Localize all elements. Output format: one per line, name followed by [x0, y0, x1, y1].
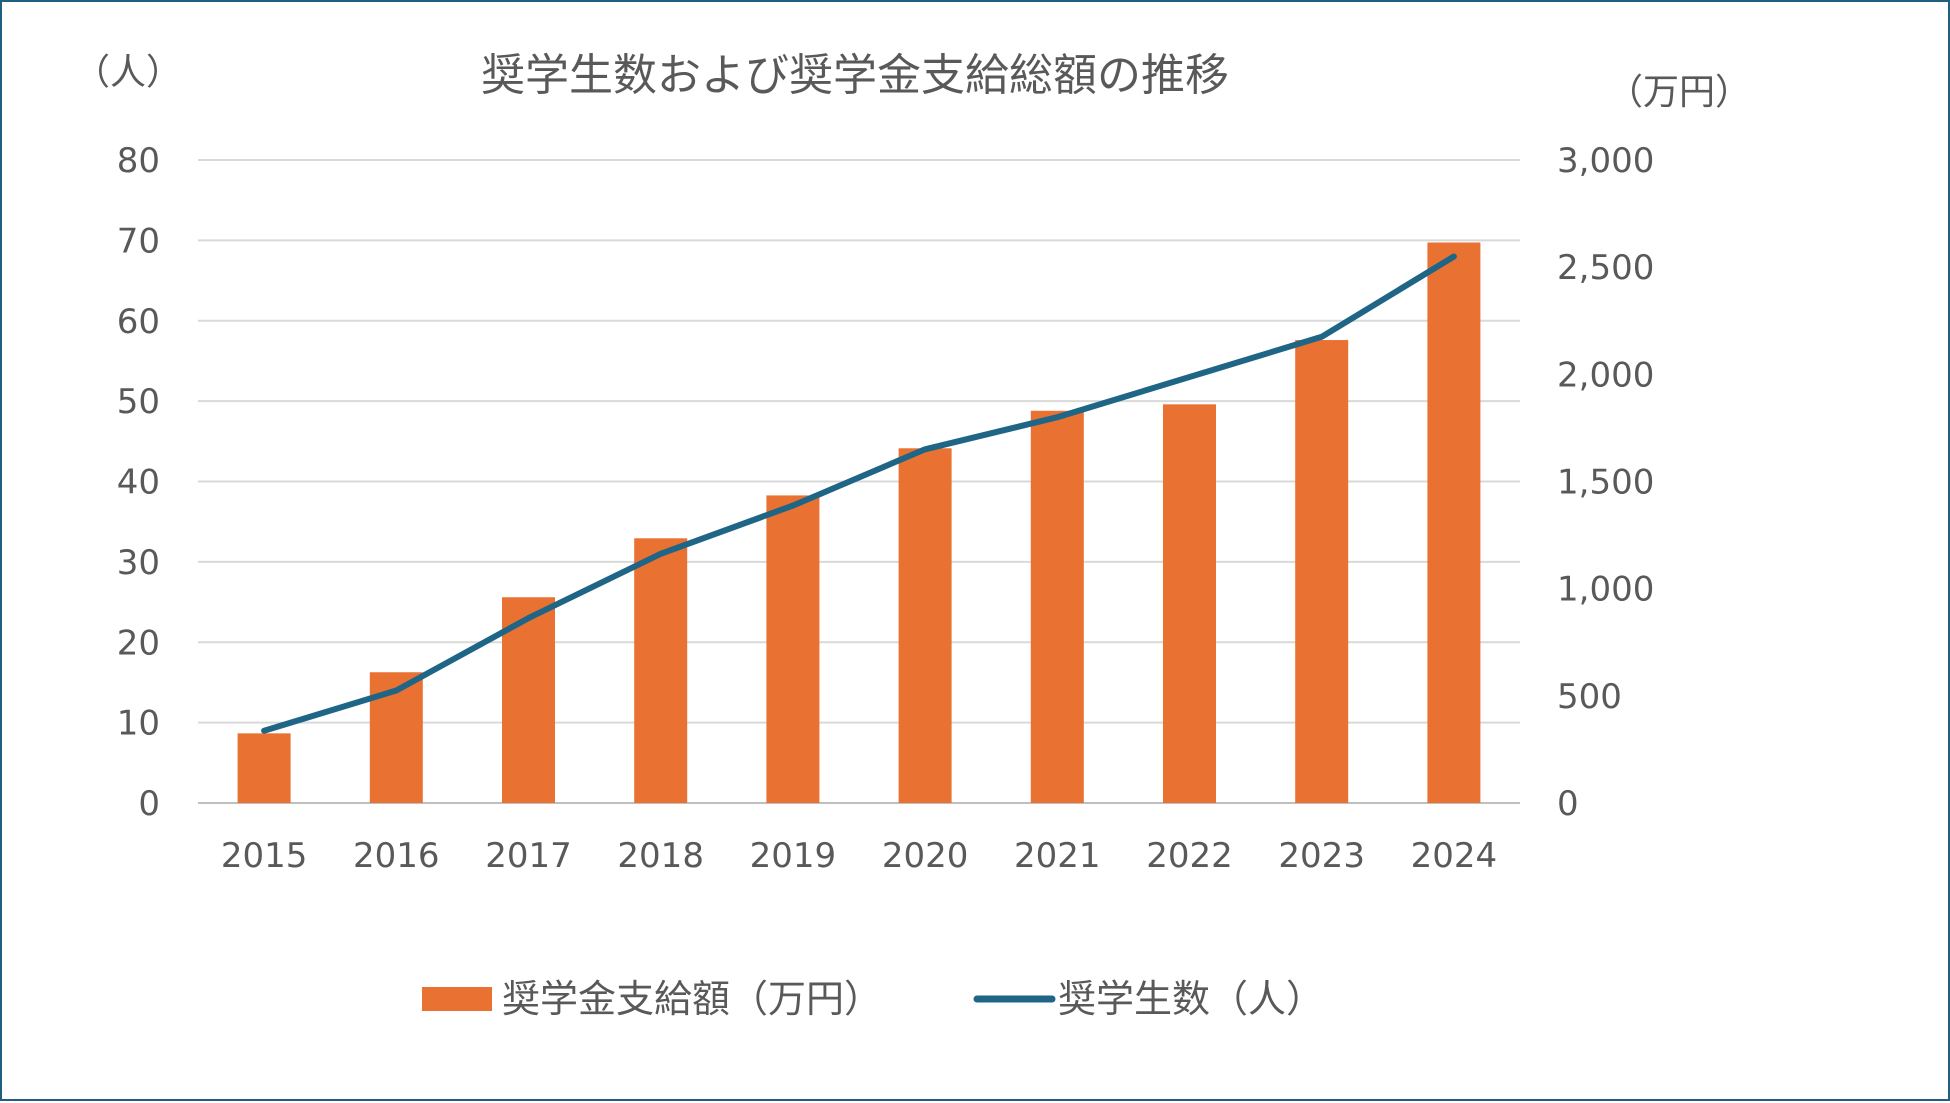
right-axis-ticks: 0 500 1,000 1,500 2,000 2,500 3,000 [1557, 141, 1654, 824]
left-tick-label: 10 [117, 704, 160, 744]
bar-2024 [1427, 243, 1480, 803]
x-tick-label: 2020 [882, 836, 969, 876]
bar-2021 [1031, 411, 1084, 803]
bar-2015 [238, 733, 291, 803]
x-tick-label: 2019 [750, 836, 837, 876]
x-tick-label: 2017 [485, 836, 572, 876]
x-tick-label: 2023 [1278, 836, 1365, 876]
x-tick-label: 2024 [1411, 836, 1498, 876]
right-tick-label: 2,500 [1557, 248, 1654, 288]
right-tick-label: 2,000 [1557, 355, 1654, 395]
left-tick-label: 70 [117, 221, 160, 261]
legend-bar-swatch [422, 987, 492, 1011]
legend: 奨学金支給額（万円） 奨学生数（人） [422, 977, 1324, 1021]
legend-bar-label: 奨学金支給額（万円） [502, 977, 882, 1021]
x-tick-label: 2022 [1146, 836, 1233, 876]
left-tick-label: 20 [117, 623, 160, 663]
right-tick-label: 0 [1557, 784, 1579, 824]
left-tick-label: 80 [117, 141, 160, 181]
left-tick-label: 60 [117, 302, 160, 342]
left-tick-label: 50 [117, 382, 160, 422]
bar-2020 [899, 448, 952, 803]
left-axis-ticks: 0 10 20 30 40 50 60 70 80 [117, 141, 160, 824]
right-tick-label: 500 [1557, 677, 1622, 717]
x-tick-label: 2015 [221, 836, 308, 876]
left-tick-label: 30 [117, 543, 160, 583]
legend-line-label: 奨学生数（人） [1058, 977, 1324, 1021]
line-students [264, 257, 1454, 731]
right-tick-label: 3,000 [1557, 141, 1654, 181]
x-tick-label: 2016 [353, 836, 440, 876]
bar-2018 [634, 538, 687, 803]
bar-2019 [766, 495, 819, 803]
right-tick-label: 1,500 [1557, 463, 1654, 503]
left-axis-unit-label: （人） [74, 52, 182, 93]
x-tick-label: 2021 [1014, 836, 1101, 876]
right-tick-label: 1,000 [1557, 570, 1654, 610]
x-axis-ticks: 2015 2016 2017 2018 2019 2020 2021 2022 2023 2024 [221, 836, 1497, 876]
line-series [264, 256, 1454, 730]
right-axis-unit-label: （万円） [1607, 72, 1751, 113]
bar-2022 [1163, 404, 1216, 803]
bar-2023 [1295, 340, 1348, 803]
chart-title: 奨学生数および奨学金支給総額の推移 [481, 50, 1229, 101]
x-tick-label: 2018 [617, 836, 704, 876]
left-tick-label: 40 [117, 463, 160, 503]
left-tick-label: 0 [138, 784, 160, 824]
bar-series [238, 243, 1481, 803]
